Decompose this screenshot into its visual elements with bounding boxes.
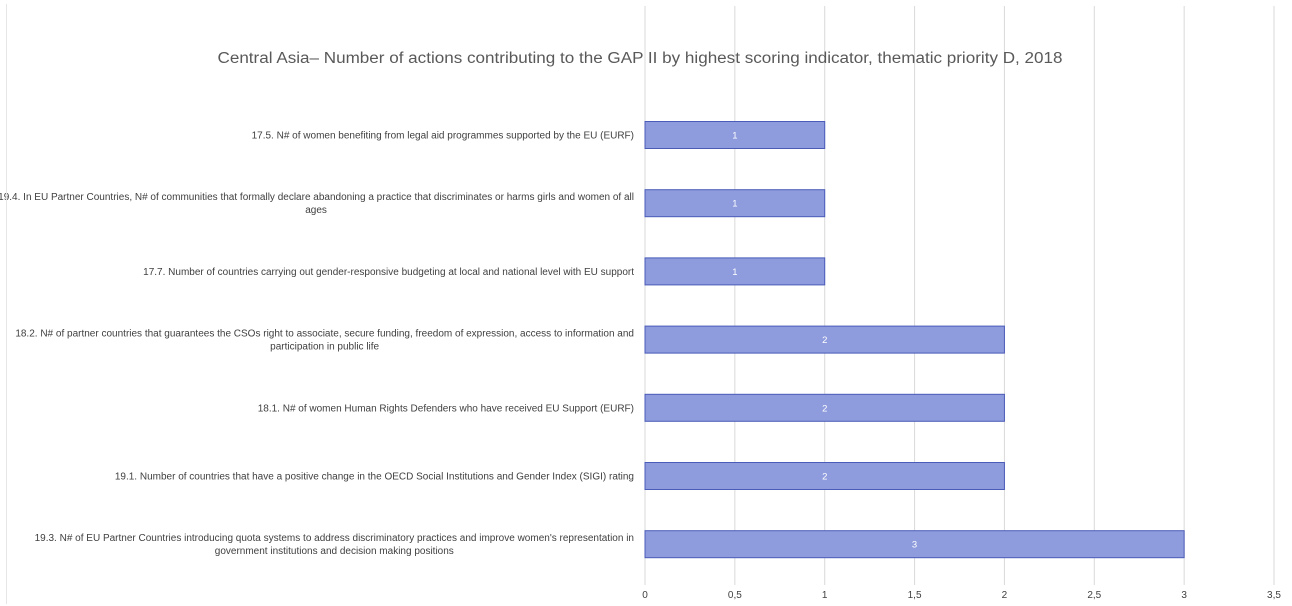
bar [644,325,1005,354]
category-label: 17.7. Number of countries carrying out g… [143,267,634,278]
x-tick-label: 1 [822,590,828,601]
category-label: 18.1. N# of women Human Rights Defenders… [258,403,634,414]
data-label: 1 [732,199,737,210]
data-label: 1 [732,267,737,278]
bar [644,121,826,149]
x-tick-label: 2,5 [1087,590,1101,601]
bar [644,257,826,286]
bar [644,462,1005,490]
data-label: 1 [732,131,737,142]
category-label: 17.5. N# of women benefiting from legal … [252,131,634,142]
x-tick-label: 3,5 [1267,590,1281,601]
data-label: 3 [912,540,917,551]
data-label: 2 [822,403,827,414]
data-label: 2 [822,335,827,346]
bar [644,530,1185,559]
x-tick-label: 3 [1181,590,1187,601]
bar [644,393,1005,422]
x-tick-label: 0,5 [728,590,742,601]
category-label: 19.1. Number of countries that have a po… [115,472,634,483]
data-label: 2 [822,472,827,483]
x-tick-label: 1,5 [908,590,922,601]
category-label: 19.3. N# of EU Partner Countries introdu… [35,533,634,557]
bar [644,189,826,218]
chart-title: Central Asia– Number of actions contribu… [218,50,1063,67]
x-tick-label: 2 [1002,590,1008,601]
x-tick-label: 0 [642,590,648,601]
category-label: 19.4. In EU Partner Countries, N# of com… [0,192,634,216]
category-label: 18.2. N# of partner countries that guara… [15,329,634,353]
